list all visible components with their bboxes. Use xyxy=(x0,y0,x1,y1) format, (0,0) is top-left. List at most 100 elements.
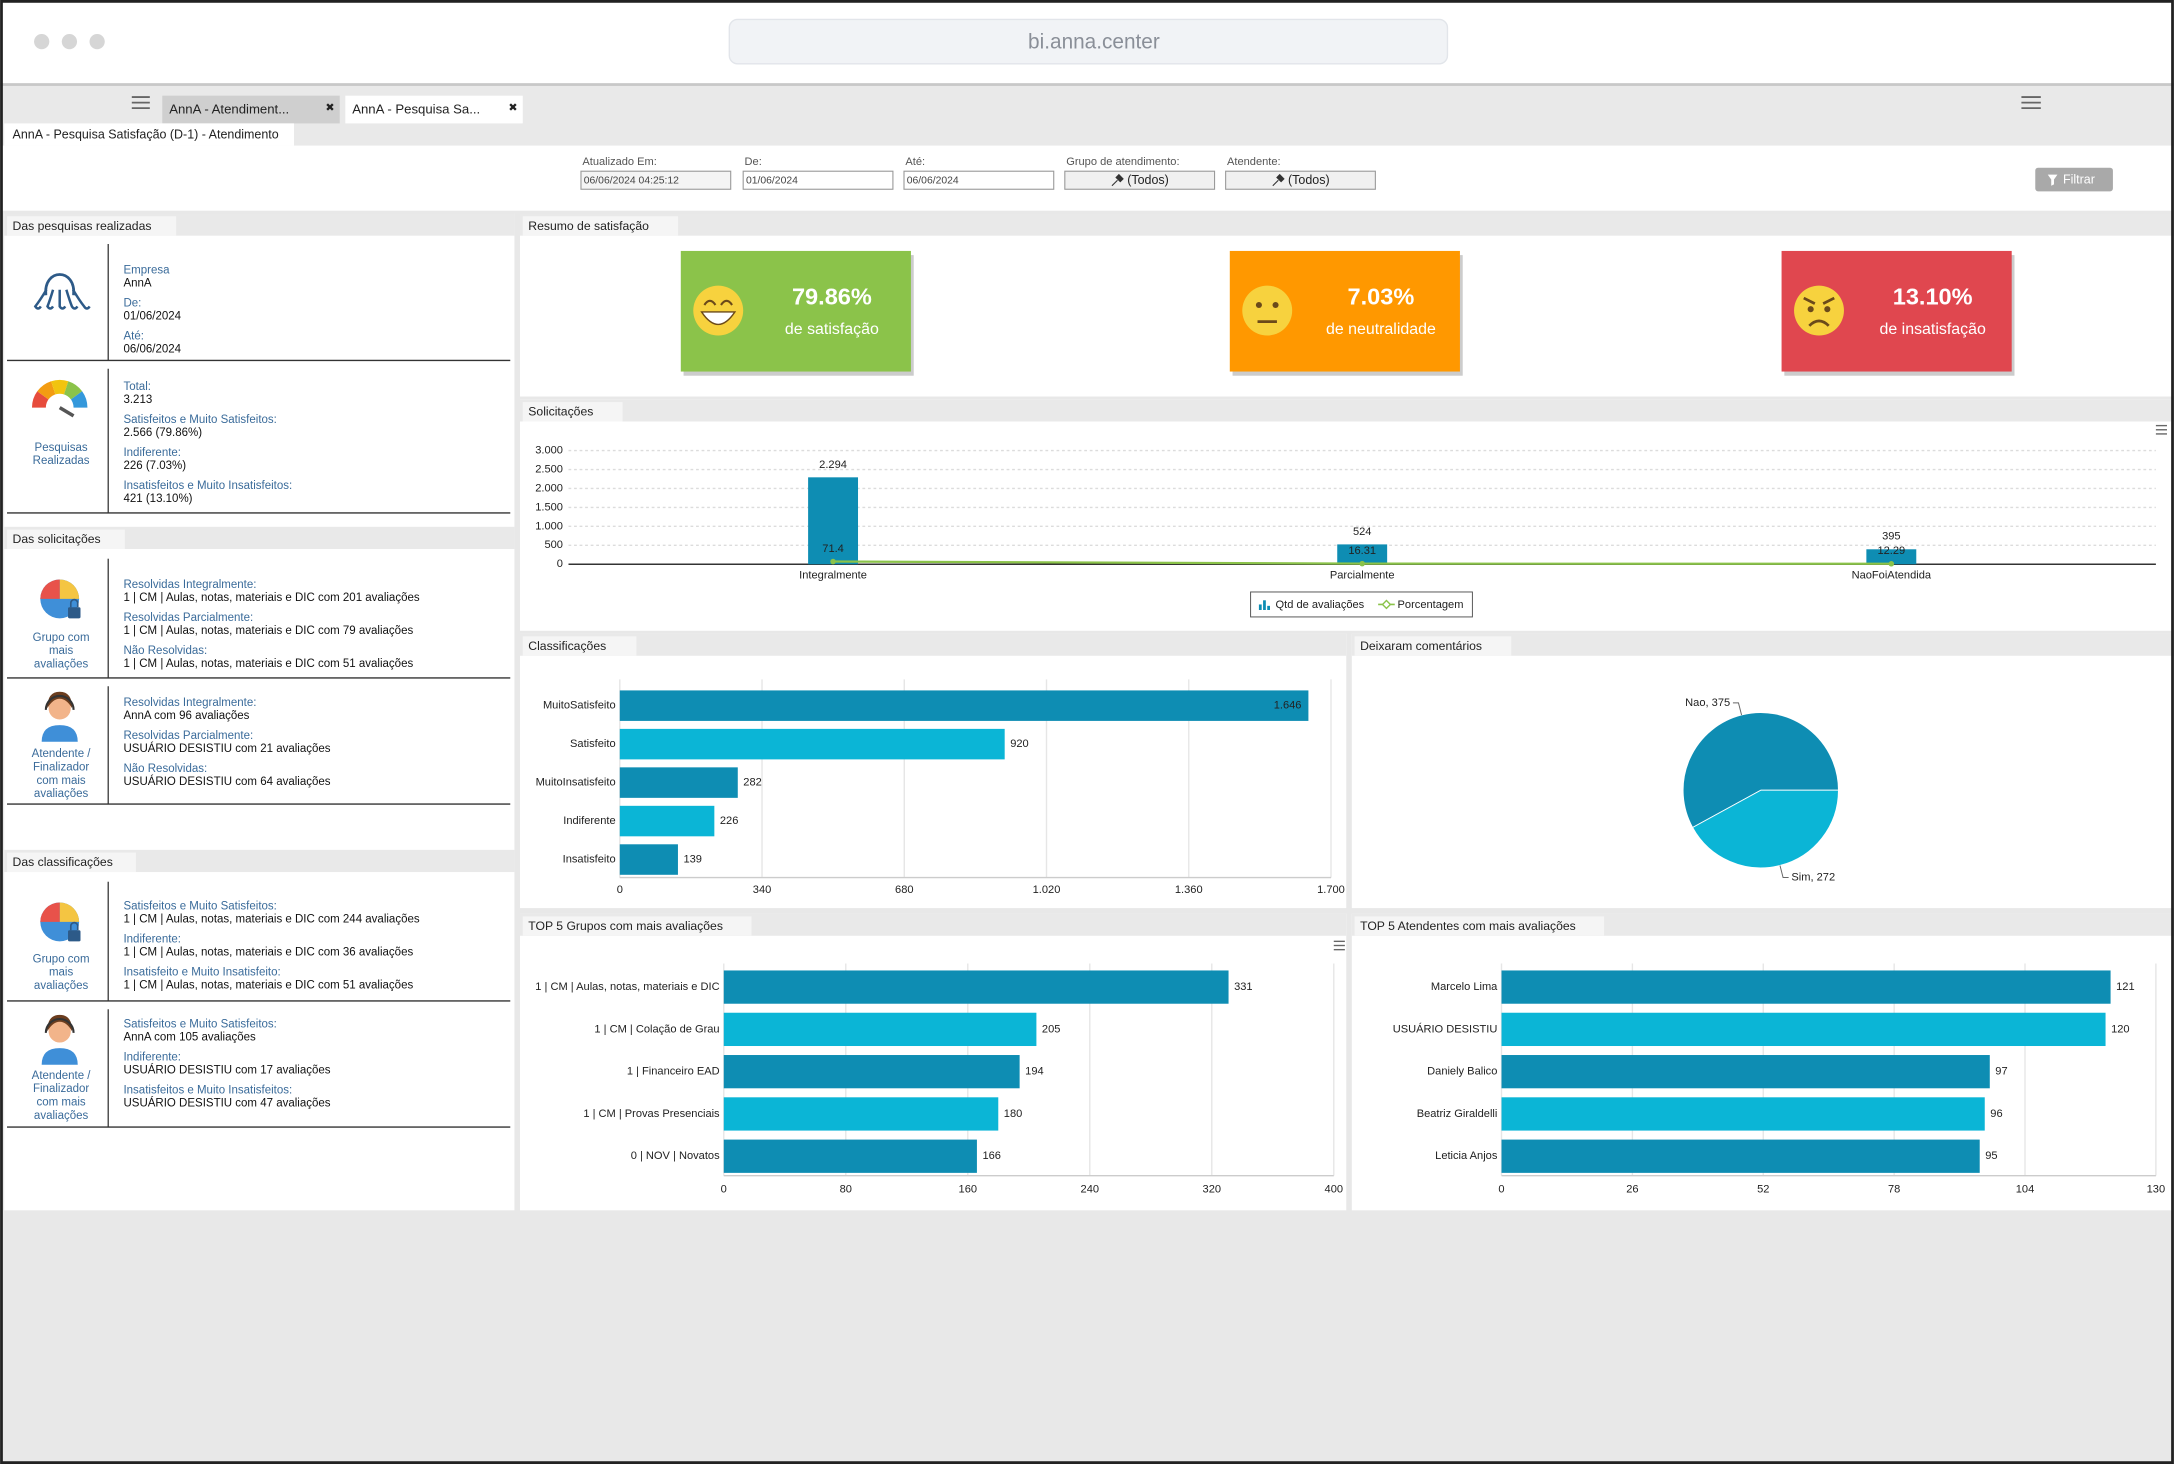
tab-close[interactable]: ✖ xyxy=(508,102,517,114)
line-point xyxy=(1359,560,1365,567)
bar xyxy=(723,1097,999,1131)
window-dot xyxy=(89,33,105,50)
item-value: 1 | CM | Aulas, notas, materiais e DIC c… xyxy=(123,592,419,604)
icon-pie xyxy=(40,902,81,942)
y-tick-label: 1 | CM | Provas Presenciais xyxy=(583,1108,720,1120)
item-label: Indiferente: xyxy=(123,934,181,946)
item-label: Insatisfeitos e Muito Insatisfeitos: xyxy=(123,1085,292,1097)
icon-label: Realizadas xyxy=(33,455,90,467)
item-value: USUÁRIO DESISTIU com 47 avaliações xyxy=(123,1097,330,1110)
item-label: Satisfeitos e Muito Satisfeitos: xyxy=(123,414,276,426)
value-label: 331 xyxy=(1234,981,1252,993)
icon-gauge xyxy=(31,379,88,422)
card-label: de insatisfação xyxy=(1880,321,1986,338)
item-value: AnnA com 96 avaliações xyxy=(123,710,249,722)
panel-title: TOP 5 Grupos com mais avaliações xyxy=(528,919,723,933)
x-tick-label: 52 xyxy=(1757,1183,1769,1195)
section-tab xyxy=(7,529,125,549)
card-value: 7.03% xyxy=(1348,283,1415,309)
panel-header xyxy=(519,213,2174,236)
value-label: 12.29 xyxy=(1877,545,1905,557)
pin-icon xyxy=(1111,173,1124,187)
item-label: Total: xyxy=(123,381,150,393)
icon-label: Finalizador xyxy=(33,1083,89,1095)
tab-close[interactable]: ✖ xyxy=(325,102,334,114)
icon-shape xyxy=(59,902,80,922)
x-tick-label: 1.360 xyxy=(1175,884,1203,896)
pie-label: Nao, 375 xyxy=(1685,697,1730,709)
y-tick-label: Daniely Balico xyxy=(1427,1066,1497,1078)
item-value: 1 | CM | Aulas, notas, materiais e DIC c… xyxy=(123,914,419,926)
url-bar[interactable] xyxy=(728,18,1449,65)
value-label: 71.4 xyxy=(822,543,844,555)
filter-input[interactable] xyxy=(742,170,894,190)
item-label: Resolvidas Parcialmente: xyxy=(123,612,253,624)
item-label: Não Resolvidas: xyxy=(123,645,207,657)
panel-header xyxy=(1351,633,2174,656)
bar xyxy=(1501,970,2111,1004)
value-label: 180 xyxy=(1004,1108,1022,1120)
value-label: 16.31 xyxy=(1348,545,1376,557)
window-dot xyxy=(34,33,50,50)
bar xyxy=(1501,1012,2106,1047)
bar xyxy=(1866,549,1917,565)
panel-title: Solicitações xyxy=(528,405,593,419)
item-value: 1 | CM | Aulas, notas, materiais e DIC c… xyxy=(123,658,413,670)
value-label: 121 xyxy=(2116,981,2134,993)
item-label: Indiferente: xyxy=(123,447,181,459)
tab[interactable] xyxy=(345,95,523,124)
icon-label: avaliações xyxy=(34,980,89,992)
x-tick-label: 0 xyxy=(721,1183,727,1195)
y-tick-label: 2.500 xyxy=(535,463,563,475)
icon-shape xyxy=(65,289,79,310)
x-tick-label: Parcialmente xyxy=(1330,569,1395,581)
menu-icon[interactable] xyxy=(2021,96,2041,110)
section-tab xyxy=(7,852,136,873)
menu-icon[interactable] xyxy=(1333,940,1345,951)
x-tick-label: Integralmente xyxy=(799,569,867,581)
filter-select[interactable] xyxy=(1225,170,1376,190)
item-label: Resolvidas Integralmente: xyxy=(123,697,256,709)
leader-line xyxy=(1779,865,1789,879)
item-label: Insatisfeito e Muito Insatisfeito: xyxy=(123,967,280,979)
item-value: 01/06/2024 xyxy=(123,310,181,322)
card-label: de satisfação xyxy=(785,321,879,338)
value-label: 205 xyxy=(1042,1023,1060,1035)
icon-shape xyxy=(41,725,78,742)
y-tick-label: MuitoInsatisfeito xyxy=(536,777,616,789)
filter-input[interactable] xyxy=(903,170,1055,190)
filter-button-label: Filtrar xyxy=(2063,173,2095,187)
filter-label: Atualizado Em: xyxy=(582,156,657,168)
icon-shape xyxy=(47,1014,73,1032)
item-value: 2.566 (79.86%) xyxy=(123,427,202,439)
filter-input[interactable] xyxy=(580,170,732,190)
icon-label: Grupo com xyxy=(33,953,90,965)
card-value: 79.86% xyxy=(792,283,872,309)
icon-person xyxy=(41,1014,78,1065)
menu-icon[interactable] xyxy=(2155,424,2167,435)
emoji-eye xyxy=(703,299,733,306)
filter-select[interactable] xyxy=(1064,170,1216,190)
item-value: 1 | CM | Aulas, notas, materiais e DIC c… xyxy=(123,947,413,959)
item-value: USUÁRIO DESISTIU com 21 avaliações xyxy=(123,742,330,755)
icon-label: avaliações xyxy=(34,658,89,670)
emoji-eye xyxy=(1255,301,1262,309)
menu-icon[interactable] xyxy=(131,96,150,110)
pie-label: Sim, 272 xyxy=(1791,871,1835,883)
legend xyxy=(1250,591,1473,618)
x-tick-label: 340 xyxy=(753,884,771,896)
filter-label: Até: xyxy=(905,156,925,168)
filter-button[interactable] xyxy=(2035,167,2113,192)
filter-input-value: 06/06/2024 04:25:12 xyxy=(584,176,679,187)
y-tick-label: 500 xyxy=(544,539,562,551)
legend-label: Qtd de avaliações xyxy=(1276,599,1365,611)
icon-label: com mais xyxy=(36,1096,85,1108)
value-label: 97 xyxy=(1995,1066,2007,1078)
legend-icon xyxy=(1263,600,1266,610)
icon-shape xyxy=(58,406,75,418)
tab[interactable] xyxy=(162,95,340,124)
icon-shape xyxy=(40,579,60,599)
y-tick-label: Satisfeito xyxy=(570,738,616,750)
legend-icon xyxy=(1381,599,1392,610)
